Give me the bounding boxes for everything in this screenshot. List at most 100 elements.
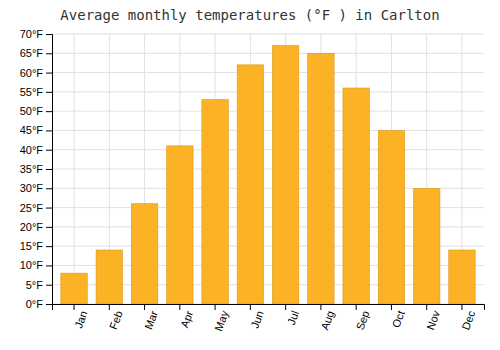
bar [449,250,475,304]
tick-mark [320,304,321,310]
grid-line [52,34,484,35]
tick-mark [426,304,427,310]
y-tick: 45°F [20,124,52,136]
tick-label: May [212,309,231,333]
tick-label: Jan [72,309,89,330]
bar [61,273,87,304]
chart: Average monthly temperatures (°F ) in Ca… [0,0,500,350]
tick-mark [144,304,145,310]
tick-mark [356,304,357,310]
bar [343,88,369,304]
bars [61,46,475,304]
y-tick: 30°F [20,182,52,194]
tick-label: 20°F [20,221,44,233]
tick-mark [74,304,75,310]
y-tick: 55°F [20,86,52,98]
tick-label: 25°F [20,202,44,214]
tick-label: 70°F [20,28,44,40]
y-tick: 65°F [20,47,52,59]
grid [52,34,484,304]
y-tick: 10°F [20,259,52,271]
y-tick: 0°F [26,298,52,310]
tick-label: Dec [459,309,477,332]
plot: 0°F 5°F 10°F 15°F 20°F 25°F 30°F 35°F 40°F 45°F 50… [20,28,485,333]
y-tick: 5°F [26,279,52,291]
tick-mark [215,304,216,310]
tick-label: Mar [142,309,160,331]
x-tick: Aug [318,304,336,332]
tick-mark [46,304,52,305]
tick-mark [46,53,52,54]
grid-line [74,34,75,304]
tick-mark [46,188,52,189]
tick-label: 60°F [20,67,44,79]
bar [131,204,157,304]
x-tick: May [212,304,231,333]
tick-mark [46,92,52,93]
grid-line [52,91,484,92]
tick-label: 15°F [20,240,44,252]
x-tick: Apr [178,304,195,329]
x-tick: Jun [248,304,265,330]
tick-mark [109,304,110,310]
tick-label: Oct [390,309,407,329]
tick-label: 50°F [20,105,44,117]
tick-mark [46,285,52,286]
bar [202,100,228,304]
grid-line [52,72,484,73]
bar [378,130,404,304]
x-tick: Jul [285,304,301,326]
tick-label: 40°F [20,144,44,156]
y-tick: 15°F [20,240,52,252]
y-tick: 60°F [20,67,52,79]
tick-mark [179,304,180,310]
tick-label: 30°F [20,182,44,194]
grid-line [52,169,484,170]
grid-line [52,53,484,54]
x-tick: Sep [354,304,372,332]
y-axis: 0°F 5°F 10°F 15°F 20°F 25°F 30°F 35°F 40°F 45°F 50… [20,28,53,310]
tick-label: 35°F [20,163,44,175]
bar [167,146,193,304]
y-tick: 70°F [20,28,52,40]
tick-mark [46,265,52,266]
grid-line [52,149,484,150]
axis-line [53,305,485,311]
y-tick: 35°F [20,163,52,175]
tick-mark [46,246,52,247]
bar [413,188,439,304]
y-tick: 50°F [20,105,52,117]
y-tick: 40°F [20,144,52,156]
tick-mark [46,111,52,112]
tick-mark [46,208,52,209]
x-axis: Jan Feb Mar Apr May Jun Jul Aug Sep Oct Nov Dec [53,304,485,333]
tick-mark [46,150,52,151]
tick-label: 0°F [26,298,44,310]
tick-mark [250,304,251,310]
tick-label: 10°F [20,259,44,271]
tick-label: Jul [285,309,301,326]
tick-label: Nov [424,309,442,332]
tick-mark [46,34,52,35]
bar [272,46,298,304]
tick-mark [46,130,52,131]
tick-mark [391,304,392,310]
tick-label: Apr [178,309,195,330]
axis-line [46,35,53,305]
x-tick: Feb [107,304,125,331]
chart-title: Average monthly temperatures (°F ) in Ca… [60,7,439,23]
tick-mark [46,73,52,74]
grid-line [52,130,484,131]
tick-mark [46,227,52,228]
grid-line [52,111,484,112]
tick-label: Feb [107,309,125,331]
y-tick: 20°F [20,221,52,233]
tick-label: Jun [248,309,265,330]
bar [237,65,263,304]
tick-mark [46,169,52,170]
tick-label: 5°F [26,279,44,291]
tick-label: 55°F [20,86,44,98]
bar [96,250,122,304]
tick-mark [285,304,286,310]
bar [308,53,334,304]
